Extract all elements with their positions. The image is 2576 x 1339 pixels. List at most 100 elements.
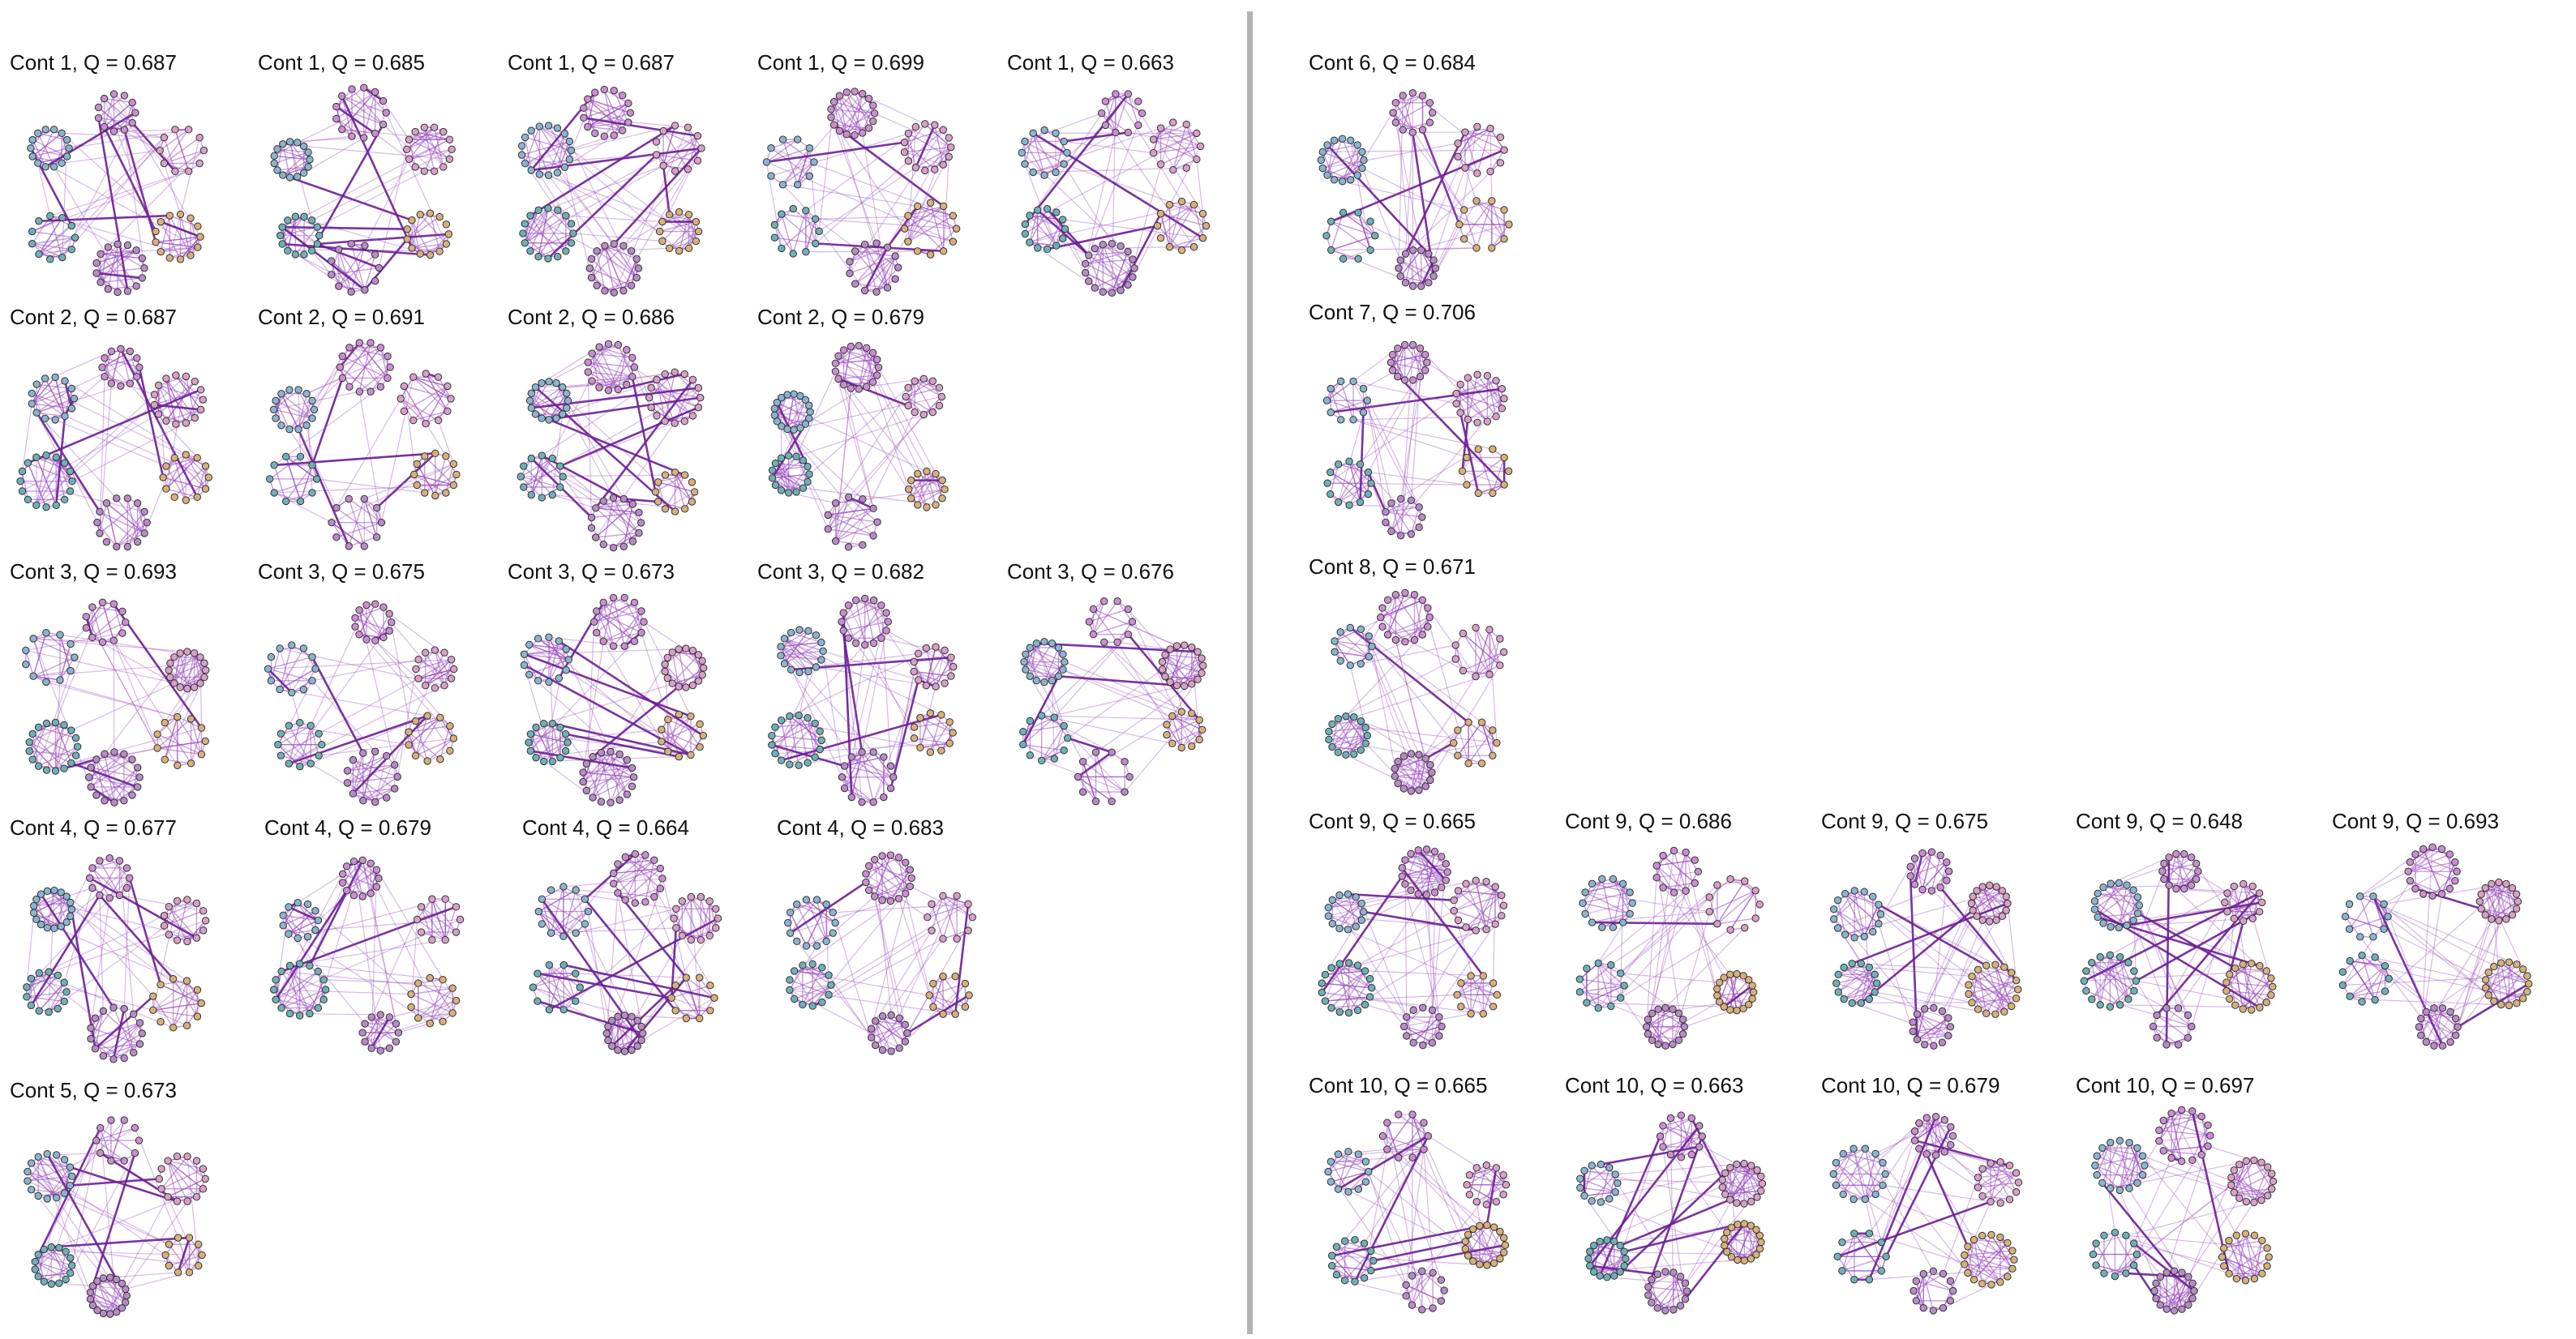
edge [802,965,829,976]
edge [193,652,201,684]
node [117,344,125,353]
node [1161,672,1169,681]
node [445,155,454,163]
node [273,166,281,174]
edge [631,259,637,286]
edge [1166,719,1200,736]
node [66,666,75,675]
node [545,416,553,424]
node [400,382,409,391]
node [435,247,444,255]
edge [353,861,363,897]
edge [783,638,809,672]
edge [772,404,810,479]
node [604,387,613,395]
edge [671,997,711,1012]
edge [61,133,68,157]
edge [431,898,446,940]
node [562,212,570,220]
node [285,930,293,938]
edge [782,161,815,186]
node [197,751,206,759]
node [945,739,954,747]
node [120,797,128,805]
edge [38,765,65,769]
node [366,339,375,347]
node [1074,772,1082,781]
node [869,117,877,126]
edge [68,129,189,149]
node [938,494,946,503]
edge [548,174,632,286]
node [923,467,931,476]
edge [362,1032,381,1051]
node [300,250,308,259]
node [288,688,296,697]
node [338,870,347,879]
edge [408,725,450,733]
edge [33,638,103,643]
edge [1044,124,1106,176]
edge [1104,641,1182,712]
node [308,414,316,422]
node [102,537,111,546]
edge [123,129,145,268]
node [447,656,456,664]
node-layer [1018,90,1211,297]
node [1059,216,1067,224]
edge [100,250,137,283]
edge [624,610,642,647]
edge [583,117,623,131]
edge [375,886,444,1022]
edge [1166,724,1182,748]
edge [288,906,298,939]
node [66,467,75,476]
edge [1082,761,1097,802]
node [197,724,206,732]
edge [587,98,629,123]
edge [128,877,162,986]
edge [908,479,943,490]
edge [805,899,827,942]
edge [776,401,810,419]
node [1172,642,1181,650]
node [870,109,879,118]
network-graph [768,341,949,551]
edge [1088,601,1105,622]
panel-title: Cont 3, Q = 0.676 [1007,559,1174,584]
edge [118,860,135,1015]
node [1156,233,1165,242]
node [101,354,109,362]
edge [277,744,301,768]
edge [875,1020,906,1042]
edge [54,729,72,772]
edge [303,139,450,217]
node [581,920,589,928]
node [619,92,627,100]
edge [606,892,619,1033]
node [1124,128,1133,137]
edge [164,137,200,165]
node [45,1007,53,1016]
node [778,210,786,218]
node [411,717,420,725]
node [684,123,692,131]
node [688,646,697,655]
edge [669,214,697,223]
node [96,278,105,287]
edge [682,918,718,936]
node [1202,221,1211,230]
node [771,723,779,731]
edge [96,267,145,274]
edge [1035,643,1065,726]
node [939,247,948,255]
node [1161,651,1169,659]
edge [548,344,619,383]
edge [62,217,143,259]
edge [525,140,570,165]
node [444,407,452,416]
edge [827,503,837,530]
node [196,679,204,687]
node [561,729,570,738]
edge [543,648,567,762]
